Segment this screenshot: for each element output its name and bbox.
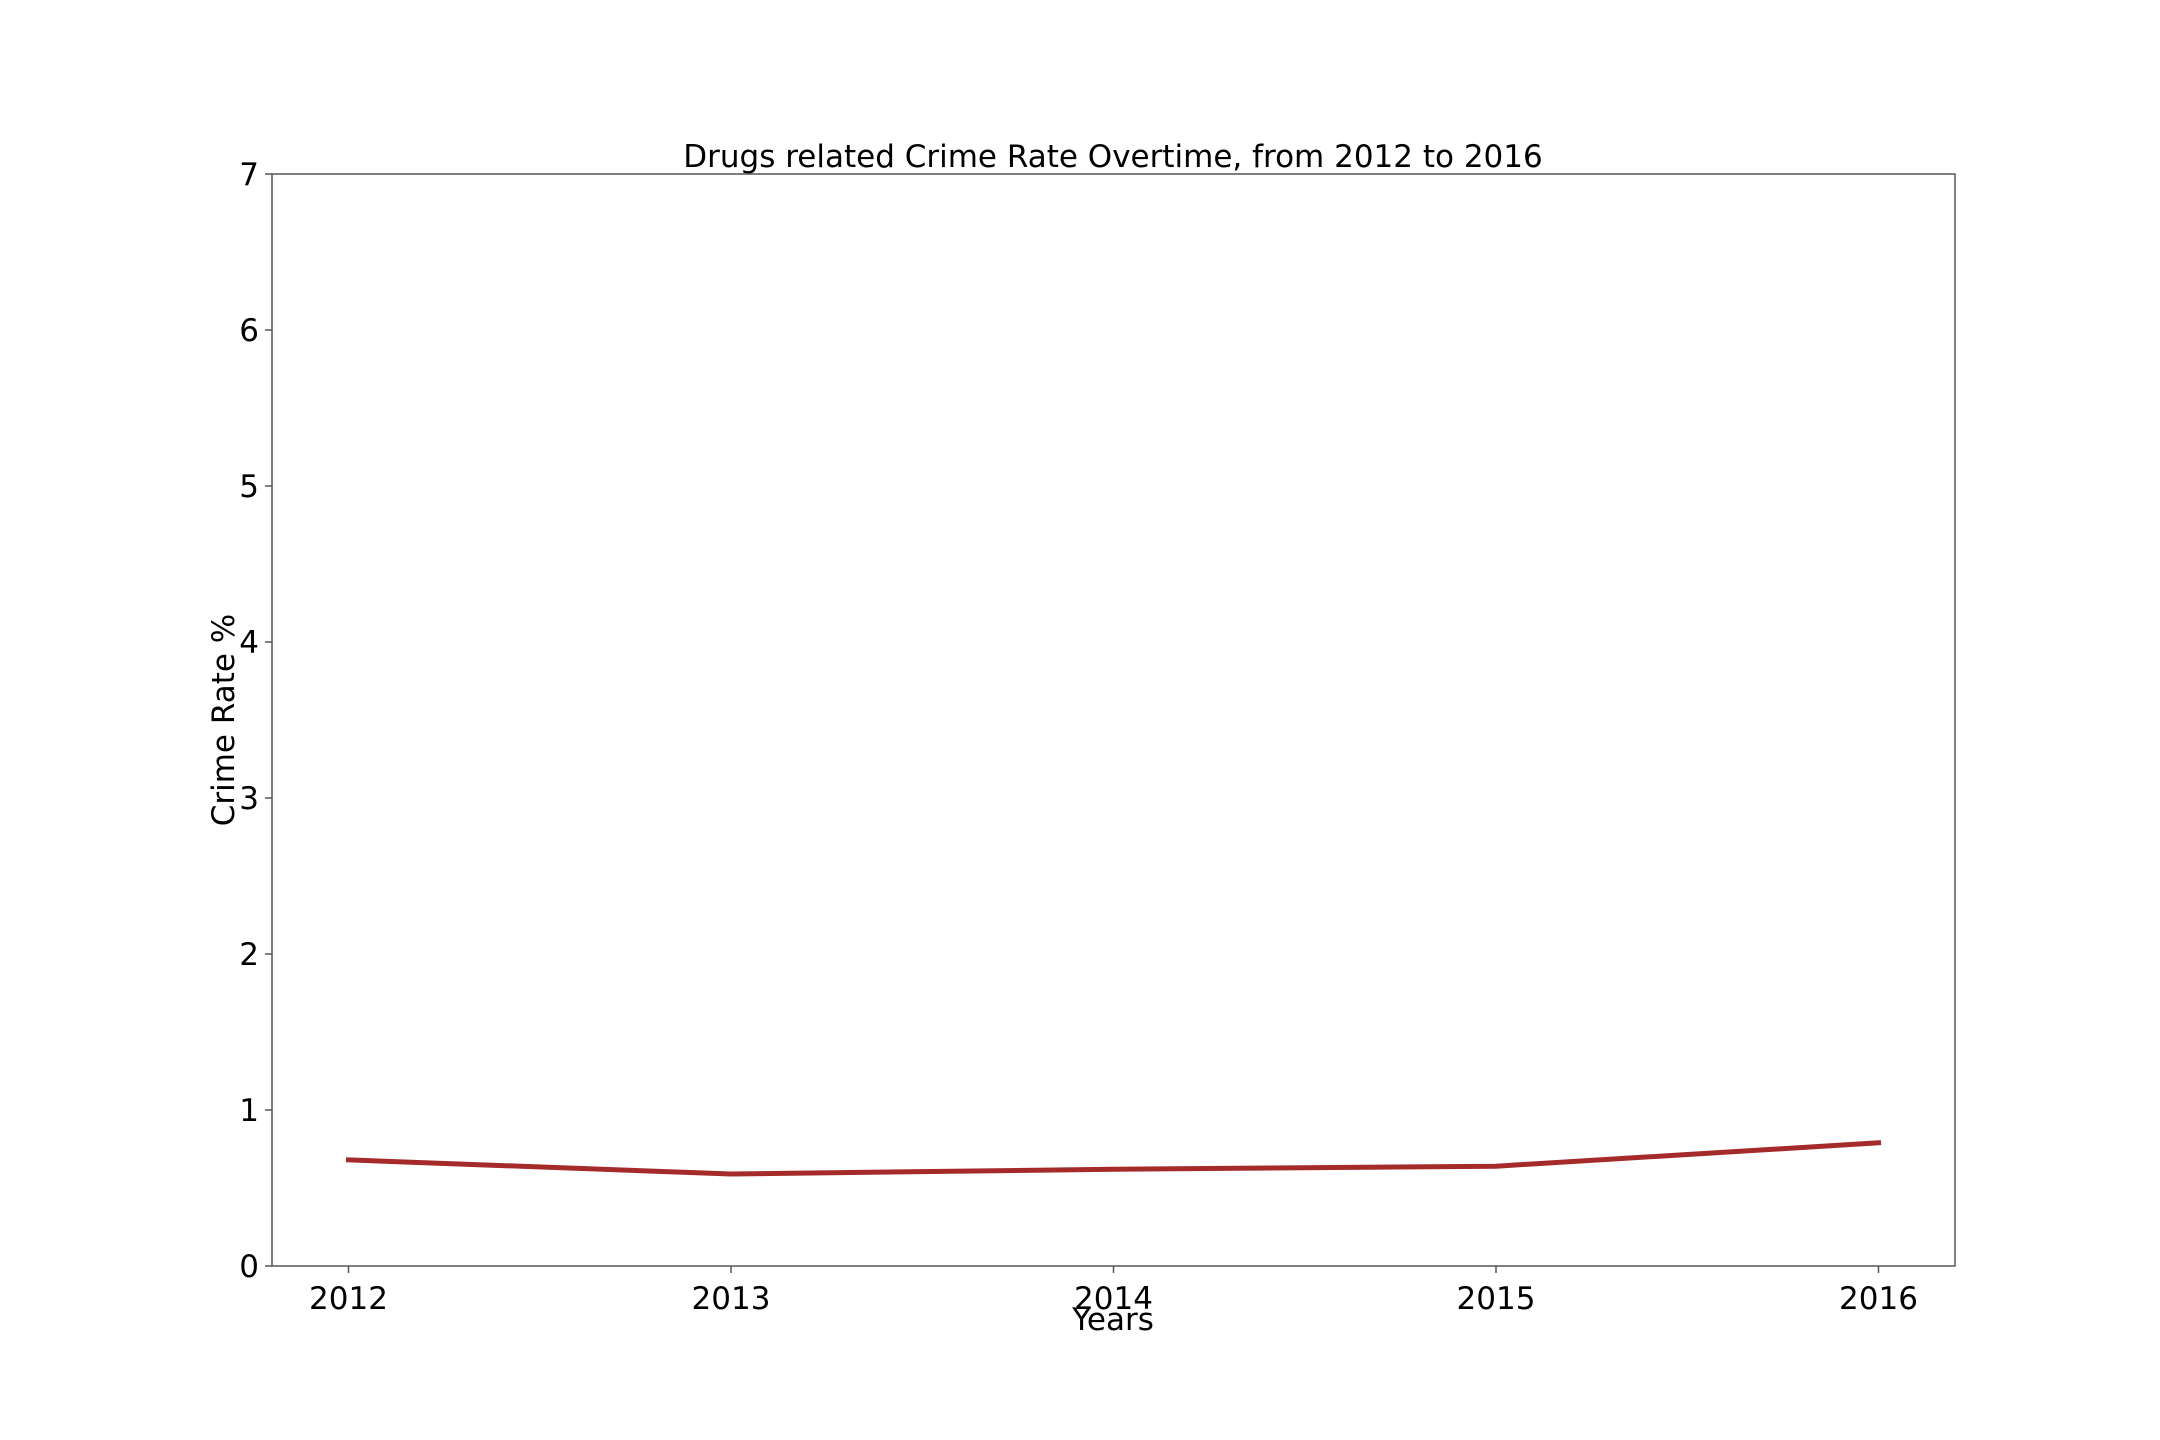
- x-tick-label: 2012: [309, 1281, 388, 1317]
- y-axis-label: Crime Rate %: [206, 614, 242, 827]
- y-tick-label: 5: [239, 469, 259, 505]
- y-tick-label: 0: [239, 1249, 259, 1285]
- x-tick-label: 2015: [1457, 1281, 1536, 1317]
- chart-title: Drugs related Crime Rate Overtime, from …: [683, 139, 1542, 175]
- x-tick-label: 2014: [1074, 1281, 1153, 1317]
- y-tick-label: 7: [239, 157, 259, 193]
- y-tick-label: 4: [239, 625, 259, 661]
- x-tick-label: 2013: [692, 1281, 771, 1317]
- x-axis-label: Years: [1071, 1302, 1154, 1338]
- x-axis-ticks: 2012 2013 2014 2015 2016: [309, 1266, 1918, 1317]
- plot-area-frame: [271, 173, 1956, 1267]
- x-tick-label: 2016: [1839, 1281, 1918, 1317]
- y-tick-label: 6: [239, 313, 259, 349]
- y-tick-label: 2: [239, 937, 259, 973]
- y-tick-label: 3: [239, 781, 259, 817]
- series-line: [345, 1140, 1882, 1177]
- y-tick-label: 1: [239, 1093, 259, 1129]
- y-axis-ticks: 0 1 2 3 4 5 6 7: [239, 157, 272, 1285]
- series-layer: [345, 1140, 1882, 1177]
